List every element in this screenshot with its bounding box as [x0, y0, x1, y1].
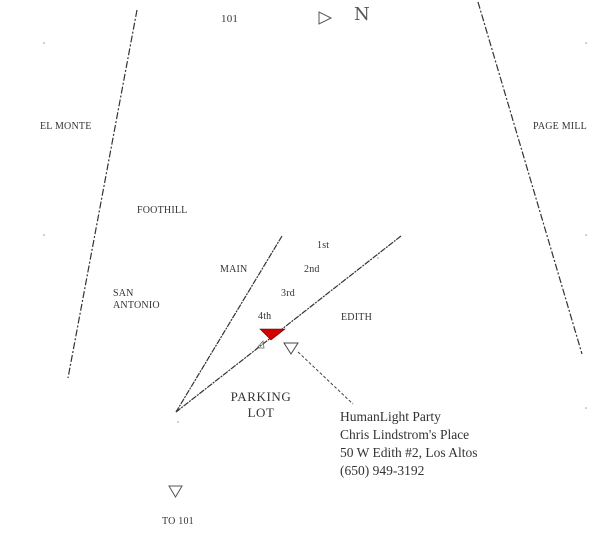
phone-number: (650) 949-3192 [340, 463, 425, 478]
first-street-label: 1st [317, 240, 330, 251]
main-label: MAIN [220, 264, 248, 275]
outline-triangle-icon [283, 342, 299, 355]
foothill-label: FOOTHILL [137, 205, 188, 216]
red-triangle-marker-icon [259, 328, 286, 341]
parking-lot-line2: LOT [247, 405, 275, 420]
down-triangle-icon [168, 485, 183, 498]
third-street-label: 3rd [281, 288, 295, 299]
el-monte-road [67, 9, 138, 379]
main-street [175, 235, 283, 413]
edith-street [175, 235, 402, 413]
san-antonio-line1: SAN [113, 288, 134, 299]
edith-label: EDITH [341, 312, 372, 323]
host-name: Chris Lindstrom's Place [340, 427, 470, 442]
address-pointer-line [297, 351, 354, 405]
el-monte-label: EL MONTE [40, 121, 92, 132]
page-mill-label: PAGE MILL [533, 121, 587, 132]
play-triangle-right-icon [318, 11, 333, 25]
event-name: HumanLight Party [340, 409, 441, 424]
parking-lot-line1: PARKING [230, 389, 292, 404]
san-antonio-line2: ANTONIO [113, 300, 160, 311]
to-101-label: TO 101 [162, 516, 194, 527]
highway-101-label: 101 [221, 13, 239, 25]
fourth-street-label: 4th [258, 311, 272, 322]
destination-address-block: HumanLight Party Chris Lindstrom's Place… [340, 408, 478, 480]
page-mill-road [477, 1, 583, 355]
parking-lot-label: PARKING LOT [222, 389, 300, 421]
san-antonio-label: SAN ANTONIO [113, 288, 160, 312]
second-street-label: 2nd [304, 264, 320, 275]
north-indicator: N [354, 4, 370, 25]
street-address: 50 W Edith #2, Los Altos [340, 445, 478, 460]
small-triangle-icon [256, 340, 265, 349]
